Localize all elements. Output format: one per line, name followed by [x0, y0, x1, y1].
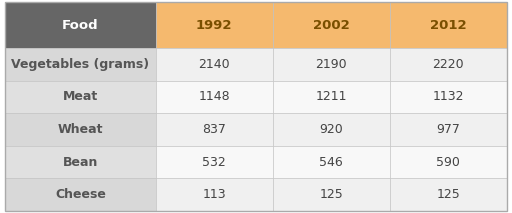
Bar	[156, 2, 273, 48]
Text: 1132: 1132	[433, 90, 464, 103]
Text: 2012: 2012	[430, 19, 466, 32]
Text: 1211: 1211	[315, 90, 347, 103]
Bar	[5, 113, 156, 146]
Text: 2220: 2220	[433, 58, 464, 71]
Bar	[5, 48, 156, 81]
Text: Bean: Bean	[63, 155, 98, 168]
Bar	[273, 113, 390, 146]
Text: 837: 837	[202, 123, 226, 136]
Bar	[156, 146, 273, 178]
Bar	[156, 81, 273, 113]
Bar	[390, 48, 507, 81]
Text: 546: 546	[319, 155, 343, 168]
Bar	[156, 178, 273, 211]
Text: 590: 590	[436, 155, 460, 168]
Text: 1992: 1992	[196, 19, 232, 32]
Bar	[390, 113, 507, 146]
Bar	[5, 178, 156, 211]
Text: Food: Food	[62, 19, 99, 32]
Bar	[390, 81, 507, 113]
Text: 2002: 2002	[313, 19, 350, 32]
Bar	[273, 81, 390, 113]
Text: 125: 125	[319, 188, 343, 201]
Bar	[273, 48, 390, 81]
Text: Wheat: Wheat	[58, 123, 103, 136]
Text: 532: 532	[202, 155, 226, 168]
Text: 2190: 2190	[315, 58, 347, 71]
Bar	[390, 146, 507, 178]
Bar	[156, 113, 273, 146]
Text: 920: 920	[319, 123, 343, 136]
Bar	[273, 146, 390, 178]
Text: Cheese: Cheese	[55, 188, 106, 201]
Bar	[5, 146, 156, 178]
Text: 113: 113	[203, 188, 226, 201]
Bar	[156, 48, 273, 81]
Bar	[390, 2, 507, 48]
Bar	[5, 2, 156, 48]
Text: 125: 125	[437, 188, 460, 201]
Text: 1148: 1148	[199, 90, 230, 103]
Bar	[273, 2, 390, 48]
Bar	[273, 178, 390, 211]
Text: Vegetables (grams): Vegetables (grams)	[11, 58, 150, 71]
Text: 977: 977	[436, 123, 460, 136]
Bar	[390, 178, 507, 211]
Text: 2140: 2140	[199, 58, 230, 71]
Text: Meat: Meat	[63, 90, 98, 103]
Bar	[5, 81, 156, 113]
